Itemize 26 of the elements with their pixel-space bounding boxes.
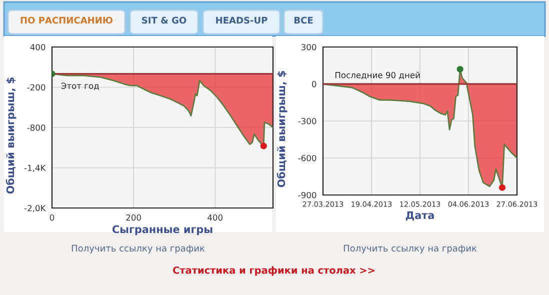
text: Получить ссылку на график: [72, 244, 205, 254]
y-tick-label: -800: [27, 124, 46, 131]
text: ПО РАСПИСАНИЮ: [20, 16, 113, 24]
y-tick-label: 0: [312, 80, 316, 88]
annotation: Этот год: [61, 82, 99, 90]
y-tick-label: -2,0K: [24, 204, 46, 212]
y-tick-label: -300: [298, 118, 316, 124]
y-tick-label: -200: [27, 84, 46, 91]
text: Получить ссылку на график: [344, 244, 477, 254]
x-axis-title: Сыгранные игры: [112, 225, 212, 236]
y-tick-label: -1,4K: [24, 164, 46, 172]
text: Статистика и графики на столах >>: [173, 266, 374, 276]
y-tick-label: 400: [30, 44, 46, 50]
y-tick-label: -900: [298, 192, 316, 198]
x-tick-label: 0: [50, 214, 54, 221]
y-axis-title: Общий выигрыш, $: [6, 78, 16, 194]
x-tick-label: 400: [208, 214, 222, 221]
text: HEADS-UP: [216, 16, 268, 24]
y-tick-label: -600: [298, 154, 316, 162]
text: ВСЕ: [294, 16, 313, 24]
y-tick-label: 300: [301, 44, 316, 50]
x-axis-title: Дата: [406, 211, 434, 221]
x-tick-label: 200: [126, 214, 141, 221]
y-axis-title: Общий выигрыш, $: [276, 71, 288, 188]
text: SIT & GO: [142, 16, 186, 24]
annotation: Последние 90 дней: [335, 72, 420, 80]
